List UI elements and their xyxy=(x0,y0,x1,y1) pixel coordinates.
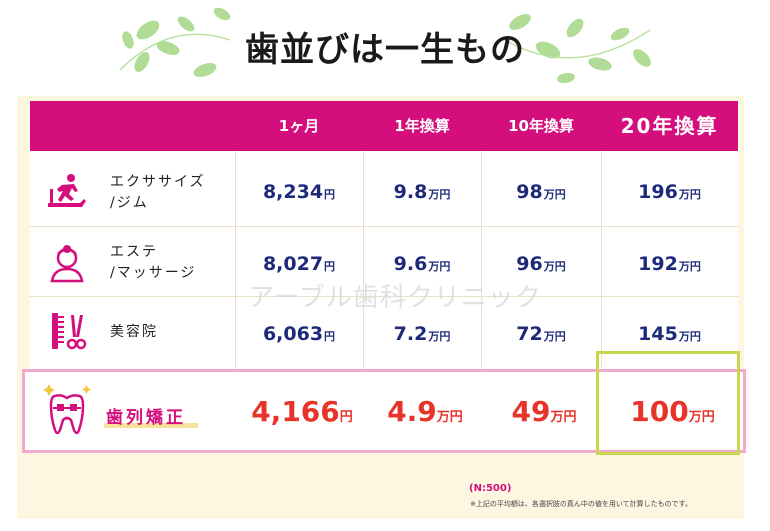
row-label-exercise: エクササイズ /ジム xyxy=(110,172,206,214)
comb-scissors-icon xyxy=(52,313,87,350)
treadmill-icon xyxy=(48,174,86,207)
value: 8,234 xyxy=(262,181,324,203)
label-line: エクササイズ xyxy=(110,174,206,190)
unit: 万円 xyxy=(543,188,566,201)
cell-exercise-1-year: 9.8万円 xyxy=(363,181,481,203)
cell-salon-1-year: 7.2万円 xyxy=(363,323,481,345)
value: 72 xyxy=(516,323,543,345)
tooth-braces-icon xyxy=(43,384,91,435)
cell-salon-1-month: 6,063円 xyxy=(235,323,363,345)
value: 7.2 xyxy=(393,323,428,345)
value: 98 xyxy=(516,181,543,203)
value: 4,166 xyxy=(251,395,340,428)
label-line: 美容院 xyxy=(110,324,158,340)
value: 8,027 xyxy=(262,253,324,275)
label-line: /マッサージ xyxy=(110,265,197,281)
column-divider xyxy=(481,151,482,416)
face-spa-icon xyxy=(50,245,84,283)
page-title: 歯並びは一生もの xyxy=(245,30,525,70)
value: 4.9 xyxy=(387,395,437,428)
unit: 円 xyxy=(339,410,353,425)
leaf-decoration xyxy=(119,7,651,84)
highlight-frame-20-year xyxy=(596,351,740,455)
unit: 万円 xyxy=(428,260,451,273)
cell-ortho-1-year: 4.9万円 xyxy=(366,395,484,428)
sample-size: (N:500) xyxy=(469,483,512,494)
row-label-orthodontics: 歯列矯正 xyxy=(106,408,186,428)
cell-salon-10-year: 72万円 xyxy=(481,323,601,345)
unit: 円 xyxy=(324,330,336,343)
value: 9.6 xyxy=(393,253,428,275)
unit: 万円 xyxy=(688,410,715,425)
cell-salon-20-year: 145万円 xyxy=(601,323,738,345)
column-divider xyxy=(235,151,236,416)
header-20-year: 20年換算 xyxy=(620,114,719,138)
unit: 万円 xyxy=(543,260,566,273)
column-divider xyxy=(363,151,364,416)
row-label-esthetic: エステ /マッサージ xyxy=(110,242,196,284)
unit: 万円 xyxy=(436,410,463,425)
value: 96 xyxy=(516,253,543,275)
unit: 万円 xyxy=(428,330,451,343)
cell-ortho-20-year: 100万円 xyxy=(604,395,741,428)
footnote: ※上記の平均額は、各選択肢の真ん中の値を用いて計算したものです。 xyxy=(470,500,692,508)
unit: 万円 xyxy=(678,260,701,273)
unit: 万円 xyxy=(678,330,701,343)
column-divider xyxy=(601,151,602,416)
header-1-month: 1ヶ月 xyxy=(278,117,320,135)
value: 9.8 xyxy=(393,181,428,203)
header-1-year: 1年換算 xyxy=(394,117,450,135)
cell-esthetic-1-month: 8,027円 xyxy=(235,253,363,275)
row-divider xyxy=(30,226,738,227)
unit: 円 xyxy=(324,188,336,201)
cell-esthetic-20-year: 192万円 xyxy=(601,253,738,275)
label-line: エステ xyxy=(110,244,158,260)
cell-exercise-1-month: 8,234円 xyxy=(235,181,363,203)
cell-esthetic-1-year: 9.6万円 xyxy=(363,253,481,275)
label-line: /ジム xyxy=(110,195,149,211)
unit: 万円 xyxy=(543,330,566,343)
label-underline xyxy=(104,423,198,428)
value: 49 xyxy=(511,395,551,428)
value: 100 xyxy=(630,395,689,428)
cell-ortho-1-month: 4,166円 xyxy=(238,395,366,428)
row-label-salon: 美容院 xyxy=(110,322,158,343)
cell-exercise-10-year: 98万円 xyxy=(481,181,601,203)
cell-esthetic-10-year: 96万円 xyxy=(481,253,601,275)
cell-exercise-20-year: 196万円 xyxy=(601,181,738,203)
value: 196 xyxy=(638,181,678,203)
header-10-year: 10年換算 xyxy=(508,117,574,135)
unit: 円 xyxy=(324,260,336,273)
value: 6,063 xyxy=(262,323,324,345)
unit: 万円 xyxy=(428,188,451,201)
cell-ortho-10-year: 49万円 xyxy=(484,395,604,428)
orthodontics-row: 歯列矯正 4,166円 4.9万円 49万円 100万円 xyxy=(22,369,746,453)
row-divider xyxy=(30,296,738,297)
clinic-watermark: アーブル歯科クリニック xyxy=(248,283,542,313)
table-header: 1ヶ月 1年換算 10年換算 20年換算 xyxy=(30,101,738,151)
unit: 万円 xyxy=(678,188,701,201)
unit: 万円 xyxy=(550,410,577,425)
value: 145 xyxy=(638,323,678,345)
value: 192 xyxy=(638,253,678,275)
